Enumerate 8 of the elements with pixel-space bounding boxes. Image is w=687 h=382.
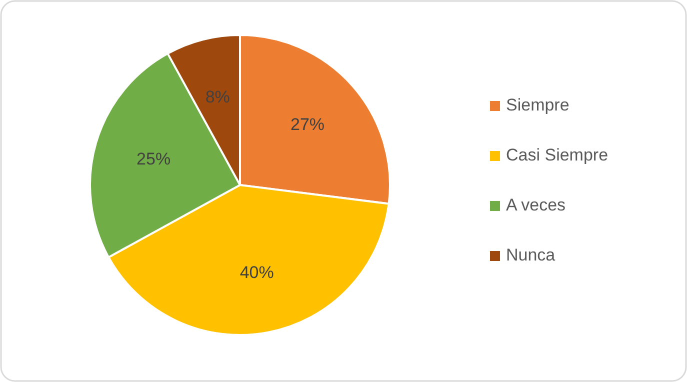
legend-label: Casi Siempre	[506, 145, 608, 164]
data-label: 27%	[290, 114, 325, 134]
legend-label: Siempre	[506, 95, 570, 114]
data-label: 8%	[205, 87, 230, 106]
data-label: 40%	[240, 262, 274, 282]
legend-label: A veces	[506, 195, 566, 214]
legend-label: Nunca	[506, 245, 556, 264]
data-label: 25%	[136, 149, 171, 168]
